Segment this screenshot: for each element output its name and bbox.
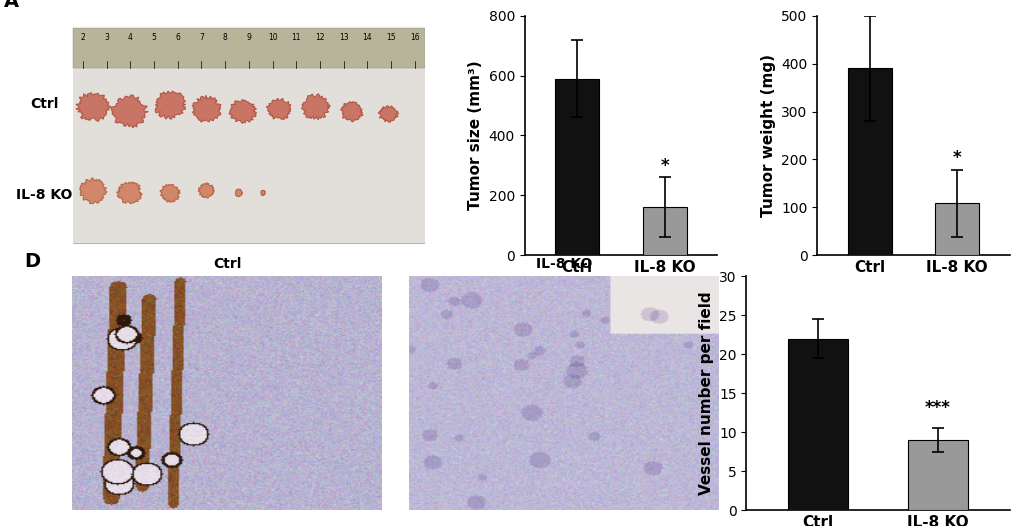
Text: 12: 12 (315, 33, 324, 42)
Text: 10: 10 (267, 33, 277, 42)
Polygon shape (198, 183, 214, 198)
Polygon shape (378, 106, 398, 122)
Text: IL-8 KO: IL-8 KO (16, 188, 72, 203)
Polygon shape (229, 99, 257, 123)
Text: D: D (24, 252, 41, 271)
Polygon shape (192, 95, 221, 122)
Text: 2: 2 (81, 33, 86, 42)
Text: *: * (659, 157, 668, 175)
Text: C: C (768, 0, 783, 4)
Text: 3: 3 (104, 33, 109, 42)
Text: *: * (952, 148, 961, 167)
Text: 16: 16 (410, 33, 419, 42)
Bar (788, 339, 848, 510)
Text: 6: 6 (175, 33, 180, 42)
Bar (907, 440, 967, 510)
Text: IL-8 KO: IL-8 KO (536, 257, 592, 271)
Text: 13: 13 (338, 33, 348, 42)
Y-axis label: Tumor size (mm³): Tumor size (mm³) (468, 60, 483, 210)
Text: 7: 7 (199, 33, 204, 42)
Bar (73, 28, 424, 243)
Bar (554, 78, 598, 255)
Polygon shape (76, 93, 111, 121)
Text: Ctrl: Ctrl (31, 97, 59, 112)
Polygon shape (261, 190, 265, 196)
Text: 11: 11 (291, 33, 301, 42)
Polygon shape (160, 185, 180, 203)
Text: 8: 8 (222, 33, 227, 42)
Text: 9: 9 (247, 33, 251, 42)
Text: 4: 4 (127, 33, 132, 42)
Text: 14: 14 (362, 33, 372, 42)
Bar (73, 28, 424, 243)
Polygon shape (266, 98, 290, 119)
Y-axis label: Tumor weight (mg): Tumor weight (mg) (760, 54, 774, 217)
Polygon shape (79, 178, 107, 204)
Bar (642, 207, 686, 255)
Text: 15: 15 (386, 33, 395, 42)
Text: A: A (4, 0, 19, 11)
Text: ***: *** (924, 399, 950, 417)
Bar (73, 28, 424, 68)
Polygon shape (340, 102, 363, 122)
Text: 5: 5 (152, 33, 156, 42)
Y-axis label: Vessel number per field: Vessel number per field (698, 291, 713, 495)
Polygon shape (111, 95, 148, 128)
Text: B: B (467, 0, 481, 4)
Polygon shape (155, 91, 185, 119)
Polygon shape (235, 189, 243, 197)
Text: Ctrl: Ctrl (213, 257, 242, 271)
Polygon shape (116, 182, 143, 204)
Bar (847, 68, 891, 255)
Bar (934, 204, 978, 255)
Polygon shape (302, 94, 330, 120)
